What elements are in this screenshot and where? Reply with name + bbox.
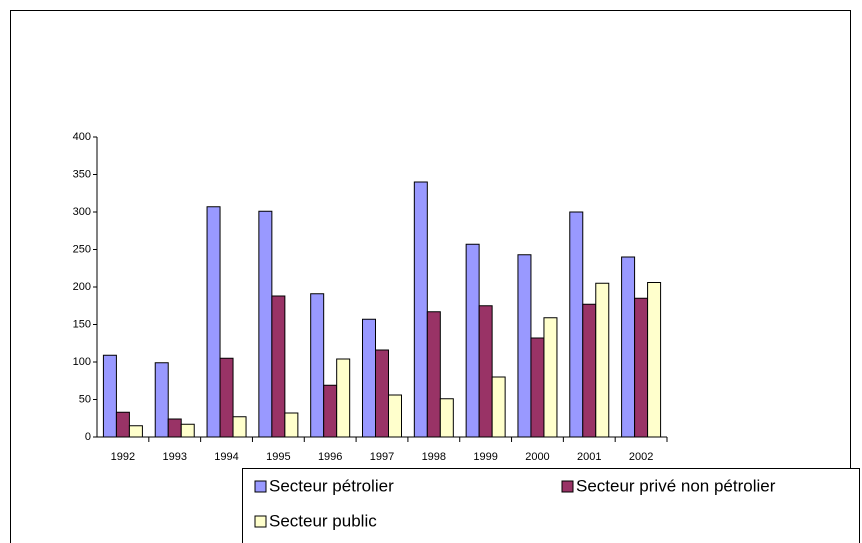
bar: [336, 358, 351, 438]
legend-swatch: [254, 480, 267, 493]
bar: [530, 337, 545, 438]
legend-label: Secteur pétrolier: [269, 476, 394, 495]
bar: [375, 349, 389, 438]
bar: [582, 303, 597, 438]
bar: [115, 411, 130, 438]
x-tick-label: 1999: [473, 451, 497, 463]
bar: [232, 416, 247, 438]
bar: [634, 297, 649, 438]
x-tick-label: 2002: [629, 451, 653, 463]
bar: [180, 423, 195, 438]
bar: [465, 243, 480, 438]
x-tick-label: 2000: [525, 451, 549, 463]
bar: [439, 398, 454, 438]
bar: [621, 256, 636, 438]
x-tick-label: 1997: [370, 451, 394, 463]
legend-swatch: [561, 480, 574, 493]
bar: [128, 425, 143, 438]
bar: [595, 282, 610, 438]
y-tick-label: 400: [73, 131, 91, 143]
bar: [543, 317, 558, 438]
x-tick-label: 1994: [214, 451, 238, 463]
bar: [569, 211, 584, 438]
bar: [517, 254, 532, 438]
legend-label: Secteur privé non pétrolier: [576, 476, 776, 495]
y-tick-label: 250: [73, 243, 91, 255]
legend-swatch: [254, 515, 267, 528]
bar: [491, 376, 506, 438]
bar: [413, 181, 428, 438]
bar: [154, 362, 169, 438]
bar: [362, 318, 376, 438]
bar: [426, 311, 441, 438]
x-tick-label: 1996: [318, 451, 342, 463]
bar: [478, 305, 493, 438]
x-tick-label: 1992: [111, 451, 135, 463]
bar: [219, 357, 234, 438]
bar: [206, 206, 221, 438]
chart-frame: [10, 10, 851, 543]
y-tick-label: 50: [79, 393, 91, 405]
bar: [167, 418, 182, 438]
y-tick-label: 300: [73, 206, 91, 218]
legend-label: Secteur public: [269, 511, 377, 530]
y-tick-label: 350: [73, 168, 91, 180]
bar: [388, 394, 402, 438]
bar: [271, 295, 286, 438]
x-tick-label: 1995: [266, 451, 290, 463]
x-tick-label: 1998: [422, 451, 446, 463]
y-tick-label: 100: [73, 356, 91, 368]
legend-box: [242, 468, 860, 543]
bar: [102, 354, 117, 438]
bar: [284, 412, 299, 438]
x-tick-label: 1993: [162, 451, 186, 463]
y-tick-label: 150: [73, 318, 91, 330]
bar: [647, 282, 662, 438]
bar: [310, 293, 325, 438]
x-tick-label: 2001: [577, 451, 601, 463]
y-tick-label: 200: [73, 281, 91, 293]
bar: [258, 210, 273, 438]
bar: [323, 384, 338, 438]
y-tick-label: 0: [85, 431, 91, 443]
